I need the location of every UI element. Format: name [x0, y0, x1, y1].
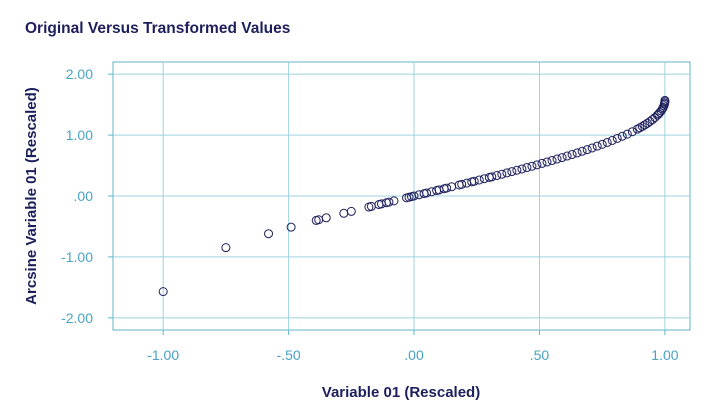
data-point	[547, 156, 557, 166]
data-point	[497, 169, 507, 179]
data-point	[321, 213, 331, 223]
data-point	[602, 137, 612, 147]
y-tick-label: 2.00	[66, 66, 93, 82]
x-tick-label: .00	[404, 347, 424, 363]
data-point	[612, 133, 622, 143]
data-point	[384, 197, 394, 207]
data-point	[492, 171, 502, 181]
data-point	[522, 163, 532, 173]
data-point	[527, 161, 537, 171]
data-point	[552, 154, 562, 164]
data-point	[567, 150, 577, 160]
data-points	[158, 95, 670, 297]
y-axis-label: Arcsine Variable 01 (Rescaled)	[23, 87, 40, 305]
x-tick-label: -.50	[277, 347, 301, 363]
data-point	[597, 139, 607, 149]
data-point	[507, 167, 517, 177]
grid-lines	[108, 62, 690, 335]
data-point	[627, 127, 637, 137]
data-point	[442, 183, 452, 193]
tick-labels: -1.00 -.50 .00 .50 1.00 2.00 1.00 .00 -1.00 -2.00	[61, 66, 679, 363]
data-point	[622, 129, 632, 139]
data-point	[640, 120, 650, 130]
x-tick-label: 1.00	[651, 347, 678, 363]
data-point	[512, 165, 522, 175]
data-point	[532, 160, 542, 170]
data-point	[537, 158, 547, 168]
data-point	[469, 176, 479, 186]
data-point	[607, 135, 617, 145]
chart-title: Original Versus Transformed Values	[25, 20, 291, 37]
y-tick-label: -2.00	[61, 310, 93, 326]
data-point	[577, 146, 587, 156]
x-tick-label: -1.00	[147, 347, 179, 363]
data-point	[587, 143, 597, 153]
data-point	[647, 115, 657, 125]
x-axis-label: Variable 01 (Rescaled)	[322, 384, 480, 401]
data-point	[572, 148, 582, 158]
y-tick-label: .00	[74, 188, 94, 204]
y-tick-label: -1.00	[61, 249, 93, 265]
data-point	[635, 123, 645, 133]
x-tick-label: .50	[530, 347, 550, 363]
data-point	[422, 188, 432, 198]
data-point	[562, 151, 572, 161]
data-point	[557, 153, 567, 163]
data-point	[389, 196, 399, 206]
data-point	[637, 121, 647, 131]
y-tick-label: 1.00	[66, 127, 93, 143]
data-point	[474, 175, 484, 185]
data-point	[542, 157, 552, 167]
data-point	[158, 287, 168, 297]
data-point	[592, 141, 602, 151]
data-point	[286, 222, 296, 232]
data-point	[346, 206, 356, 216]
data-point	[582, 145, 592, 155]
data-point	[409, 191, 419, 201]
data-point	[660, 95, 670, 105]
data-point	[617, 131, 627, 141]
data-point	[502, 168, 512, 178]
data-point	[264, 229, 274, 239]
data-point	[487, 172, 497, 182]
data-point	[457, 179, 467, 189]
data-point	[517, 164, 527, 174]
data-point	[221, 243, 231, 253]
data-point	[632, 124, 642, 134]
